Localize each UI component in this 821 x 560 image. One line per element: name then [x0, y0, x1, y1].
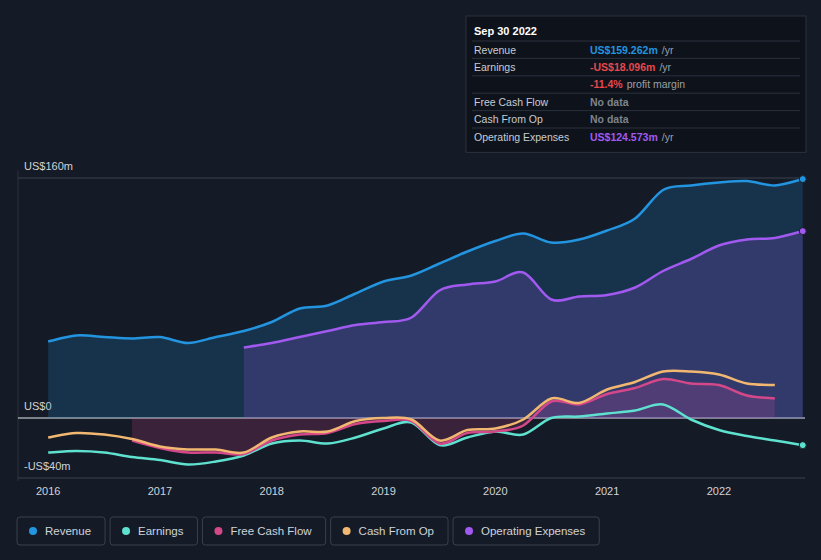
series-area — [244, 231, 803, 418]
tooltip-value: -US$18.096m — [590, 61, 655, 73]
tooltip-unit: /yr — [659, 61, 671, 73]
tooltip-separator — [472, 110, 800, 111]
legend-item[interactable]: Earnings — [110, 517, 197, 545]
x-tick-label: 2019 — [371, 485, 395, 497]
legend-item[interactable]: Free Cash Flow — [202, 517, 325, 545]
tooltip-separator — [472, 41, 800, 42]
tooltip-title: Sep 30 2022 — [474, 25, 537, 37]
y-tick-label: US$0 — [24, 400, 52, 412]
y-tick-label: US$160m — [24, 160, 73, 172]
legend-swatch — [214, 527, 222, 535]
legend-label: Revenue — [45, 525, 91, 537]
legend-box[interactable] — [202, 517, 325, 545]
legend-box[interactable] — [453, 517, 599, 545]
tooltip-separator — [472, 128, 800, 129]
legend-swatch — [122, 527, 130, 535]
chart: -US$40m US$0 US$160m 2016 2017 2018 2019 2020 20… — [0, 0, 821, 560]
tooltip-label: Free Cash Flow — [474, 96, 549, 108]
x-tick-label: 2020 — [483, 485, 507, 497]
tooltip-unit: profit margin — [627, 78, 686, 90]
tooltip-label: Cash From Op — [474, 113, 543, 125]
x-tick-label: 2016 — [36, 485, 60, 497]
legend-box[interactable] — [17, 517, 105, 545]
legend-item[interactable]: Revenue — [17, 517, 105, 545]
legend-label: Cash From Op — [359, 525, 434, 537]
series-line — [48, 371, 775, 453]
x-tick-label: 2018 — [260, 485, 284, 497]
background — [0, 0, 821, 560]
y-axis-line — [18, 171, 19, 482]
series-line — [244, 231, 803, 347]
tooltip-separator — [472, 75, 800, 76]
legend-swatch — [465, 527, 473, 535]
tooltip-label: Revenue — [474, 44, 516, 56]
tooltip-unit: /yr — [662, 131, 674, 143]
tooltip-label: Operating Expenses — [474, 131, 569, 143]
series-line — [132, 379, 775, 455]
tooltip-unit: /yr — [662, 44, 674, 56]
tooltip-value: No data — [590, 96, 629, 108]
legend-box[interactable] — [110, 517, 197, 545]
end-point — [799, 228, 806, 235]
tooltip-value: -11.4% — [590, 78, 623, 90]
tooltip-value: US$124.573m — [590, 131, 658, 143]
x-tick-label: 2022 — [707, 485, 731, 497]
legend-item[interactable]: Operating Expenses — [453, 517, 599, 545]
tooltip-value: No data — [590, 113, 629, 125]
legend-swatch — [343, 527, 351, 535]
tooltip-separator — [472, 58, 800, 59]
grid-line — [18, 478, 805, 479]
legend-label: Earnings — [138, 525, 184, 537]
end-point — [799, 442, 806, 449]
legend-box[interactable] — [331, 517, 448, 545]
tooltip-value: US$159.262m — [590, 44, 658, 56]
legend-label: Free Cash Flow — [230, 525, 312, 537]
x-tick-label: 2017 — [148, 485, 172, 497]
y-tick-label: -US$40m — [24, 460, 70, 472]
tooltip-label: Earnings — [474, 61, 515, 73]
x-tick-label: 2021 — [595, 485, 619, 497]
end-point — [799, 176, 806, 183]
plot-area — [48, 179, 803, 464]
grid-line — [18, 178, 805, 179]
legend-label: Operating Expenses — [481, 525, 585, 537]
tooltip: Sep 30 2022 Revenue US$159.262m/yr Earnings… — [466, 16, 806, 152]
tooltip-box — [466, 16, 806, 152]
series-line — [48, 179, 803, 343]
tooltip-separator — [472, 93, 800, 94]
legend-swatch — [29, 527, 37, 535]
legend-item[interactable]: Cash From Op — [331, 517, 448, 545]
